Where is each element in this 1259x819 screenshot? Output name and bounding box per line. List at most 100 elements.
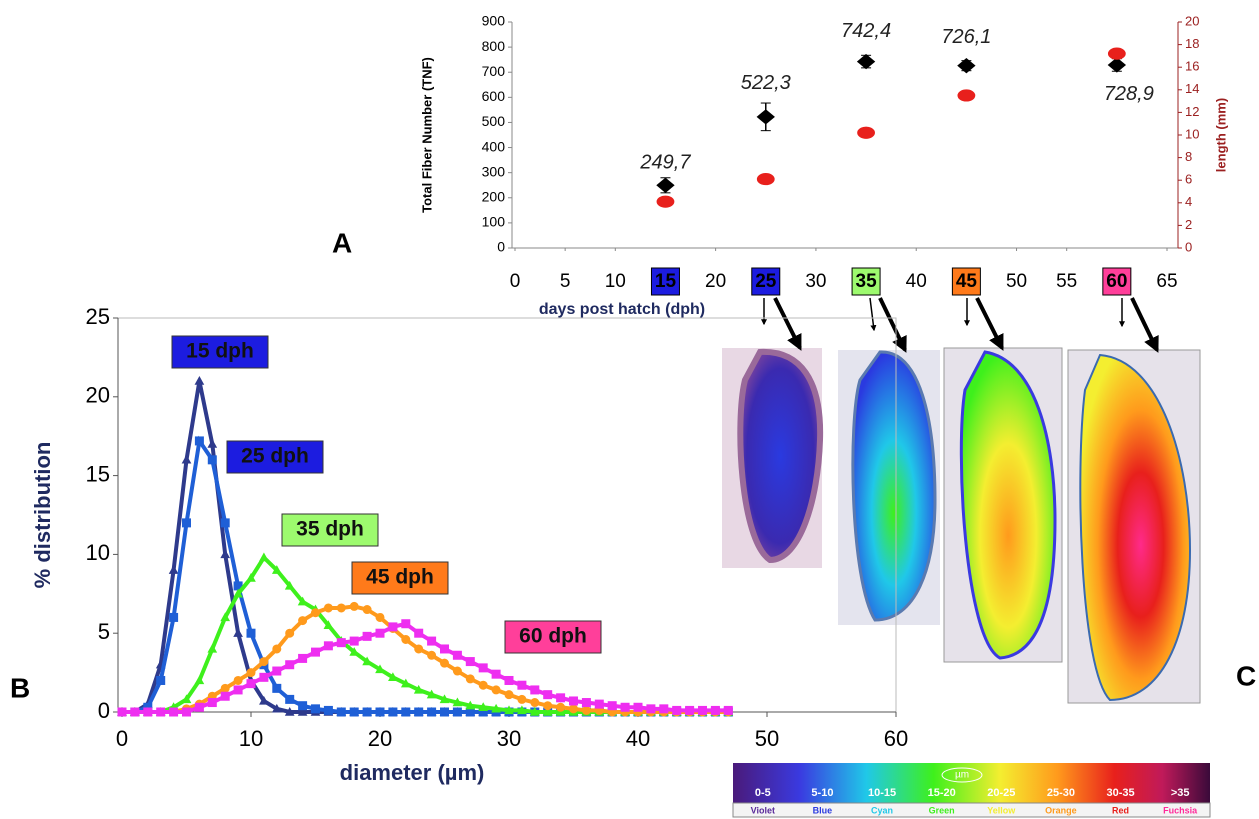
series-label-box (281, 513, 379, 547)
y-tick-label: 10 (86, 540, 110, 565)
point (440, 707, 449, 717)
point (517, 694, 527, 704)
y-tick-label: 0 (497, 239, 505, 255)
point (401, 707, 411, 717)
x-tick-label: 60 (884, 726, 908, 751)
color-scale-range: 25-30 (1047, 787, 1075, 799)
y2-axis-title: length (mm) (1213, 98, 1228, 172)
series-label-box (226, 440, 324, 474)
point (543, 701, 553, 711)
point (957, 58, 976, 74)
point (581, 698, 591, 708)
point (220, 683, 230, 693)
x-tick-label: 40 (906, 271, 927, 292)
point (427, 636, 437, 646)
y-tick-label: 5 (98, 619, 110, 644)
point (594, 699, 604, 709)
point (259, 672, 269, 682)
point (439, 694, 450, 704)
x-tick-label: 15 (655, 271, 677, 292)
data-label: 728,9 (1104, 83, 1154, 105)
point (530, 685, 540, 695)
point (311, 647, 320, 657)
y2-tick-label: 16 (1185, 59, 1199, 74)
point (207, 455, 217, 465)
point (465, 657, 475, 667)
color-scale-bar (733, 763, 1210, 803)
point (297, 596, 308, 606)
point (362, 605, 372, 615)
panel-label: B (10, 672, 30, 703)
panel-label: A (332, 227, 352, 258)
color-scale-name: Red (1112, 805, 1129, 815)
point (543, 690, 553, 700)
point (362, 656, 372, 666)
point (181, 454, 192, 464)
y2-tick-label: 2 (1185, 217, 1192, 232)
y-tick-label: 500 (482, 113, 506, 129)
series-label: 35 dph (296, 518, 364, 541)
point (207, 439, 218, 448)
color-scale-range: 20-25 (987, 787, 1015, 799)
point (362, 707, 372, 717)
y-tick-label: 0 (98, 698, 110, 723)
panel-label: C (1236, 660, 1256, 691)
color-scale-name: Green (929, 805, 955, 815)
point (659, 704, 669, 714)
color-scale-name: Fuchsia (1163, 805, 1198, 815)
point (259, 552, 269, 562)
point (285, 694, 295, 704)
point (530, 698, 540, 708)
point (672, 705, 682, 715)
point (491, 669, 501, 679)
point (246, 679, 256, 689)
point (272, 644, 282, 654)
x-tick-label: 65 (1156, 271, 1177, 292)
point (478, 702, 489, 711)
point (413, 684, 424, 694)
point (504, 675, 514, 685)
point (427, 707, 437, 717)
point (272, 666, 282, 676)
point (246, 573, 256, 582)
point (465, 700, 476, 710)
data-label: 726,1 (941, 26, 991, 48)
point (569, 704, 578, 714)
point (156, 675, 166, 685)
point (168, 565, 179, 574)
point (298, 701, 308, 711)
arrows (761, 297, 1159, 353)
point (556, 702, 566, 712)
point (491, 703, 501, 713)
y-tick-label: 700 (482, 63, 506, 79)
histology-images (722, 347, 1201, 704)
point (656, 177, 675, 193)
point (375, 664, 385, 674)
color-scale-range: 15-20 (928, 787, 956, 799)
x-tick-label: 50 (755, 726, 779, 751)
x-tick-label: 55 (1056, 271, 1077, 292)
point (388, 707, 398, 717)
point (194, 436, 204, 446)
x-tick-label: 10 (605, 271, 626, 292)
y2-tick-label: 18 (1185, 36, 1199, 51)
color-scale-range: 30-35 (1106, 787, 1134, 799)
y-tick-label: 20 (86, 383, 110, 408)
point (220, 612, 231, 622)
point (323, 641, 333, 651)
color-scale-name: Orange (1045, 805, 1077, 815)
section-shape (1079, 353, 1192, 702)
point (233, 588, 243, 598)
point (362, 631, 372, 641)
point (426, 689, 437, 699)
point (349, 636, 359, 646)
y2-tick-label: 12 (1185, 104, 1199, 119)
point (400, 678, 411, 688)
y-tick-label: 15 (86, 461, 110, 486)
point (414, 644, 424, 654)
x-tick-label: 20 (368, 726, 392, 751)
point (569, 696, 578, 706)
point (401, 635, 411, 645)
point (233, 675, 243, 685)
